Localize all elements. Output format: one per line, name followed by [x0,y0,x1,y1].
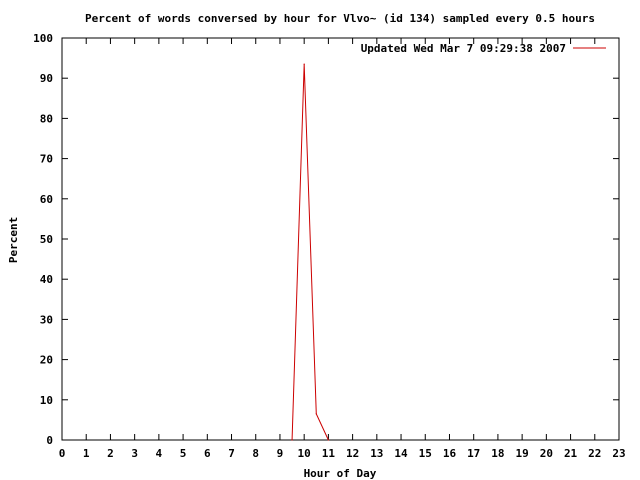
y-tick-label: 40 [40,273,53,286]
x-tick-label: 8 [252,447,259,460]
y-tick-label: 60 [40,193,53,206]
y-axis-label: Percent [7,217,20,263]
x-tick-label: 9 [277,447,284,460]
x-tick-label: 3 [131,447,138,460]
legend: Updated Wed Mar 7 09:29:38 2007 [361,42,606,55]
x-tick-label: 11 [322,447,336,460]
y-tick-label: 80 [40,112,53,125]
x-tick-label: 12 [346,447,359,460]
series-line-0 [291,64,329,441]
y-tick-label: 70 [40,153,53,166]
y-tick-label: 90 [40,72,53,85]
chart-title: Percent of words conversed by hour for V… [85,12,595,25]
data-point [303,63,305,65]
x-axis-label: Hour of Day [304,467,377,480]
x-tick-label: 0 [59,447,66,460]
x-tick-label: 15 [419,447,432,460]
x-tick-label: 20 [540,447,553,460]
series-group [291,63,329,441]
data-point [327,439,329,441]
x-tick-label: 5 [180,447,187,460]
x-tick-label: 18 [491,447,504,460]
x-tick-label: 6 [204,447,211,460]
axis-ticks: 0 1 2 3 4 5 6 7 8 9 10 11 12 13 14 15 16 17 18 19 20 21 22 2301… [33,32,626,460]
x-tick-label: 7 [228,447,235,460]
legend-label: Updated Wed Mar 7 09:29:38 2007 [361,42,566,55]
x-tick-label: 16 [443,447,457,460]
data-point [291,439,293,441]
x-tick-label: 21 [564,447,578,460]
x-tick-label: 23 [612,447,625,460]
x-tick-label: 4 [156,447,163,460]
y-tick-label: 50 [40,233,53,246]
x-tick-label: 10 [298,447,311,460]
x-tick-label: 13 [370,447,383,460]
y-tick-label: 0 [46,434,53,447]
x-tick-label: 22 [588,447,601,460]
y-tick-label: 20 [40,354,53,367]
x-tick-label: 19 [516,447,529,460]
x-tick-label: 17 [467,447,480,460]
y-tick-label: 100 [33,32,53,45]
y-tick-label: 30 [40,313,53,326]
x-tick-label: 14 [394,447,408,460]
plot-frame [61,37,620,441]
x-tick-label: 2 [107,447,114,460]
y-tick-label: 10 [40,394,53,407]
data-point [315,413,317,415]
x-tick-label: 1 [83,447,90,460]
